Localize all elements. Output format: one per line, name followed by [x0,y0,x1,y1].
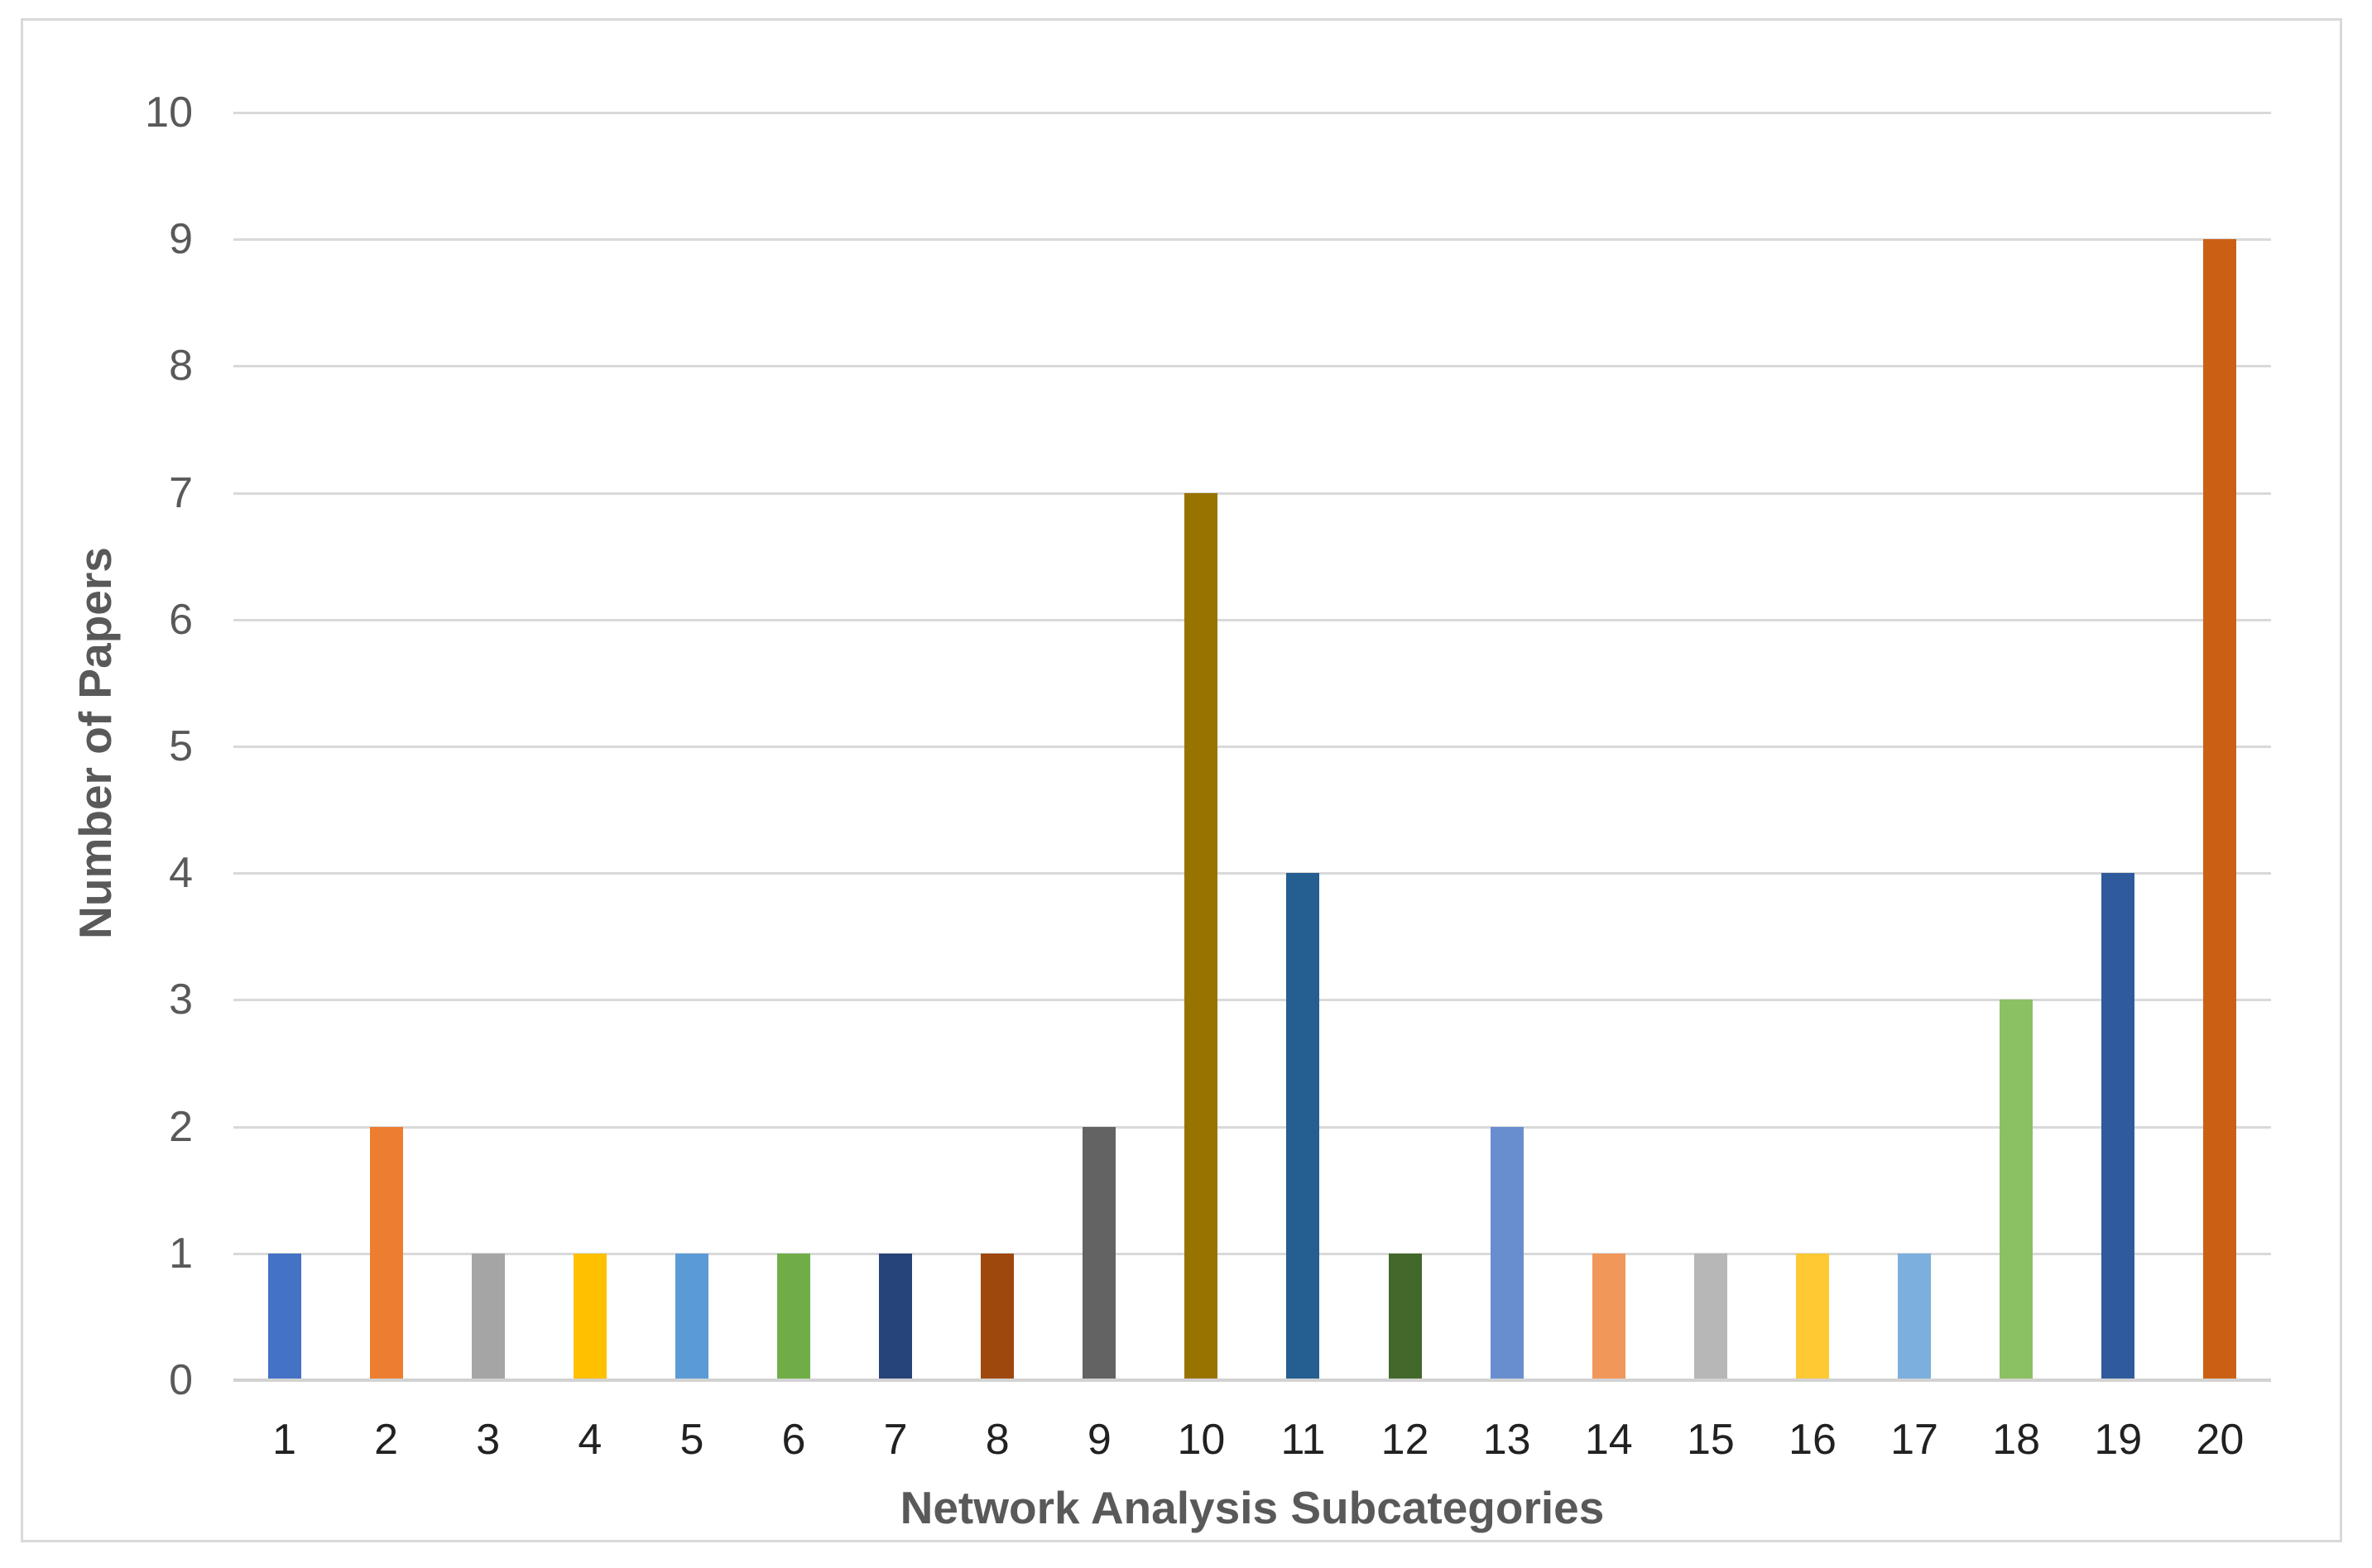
gridline-y8 [233,365,2271,368]
x-tick-label-4: 4 [578,1416,603,1464]
category-slot-7 [845,113,947,1380]
bar-7 [879,1253,913,1380]
category-slot-17 [1864,113,1966,1380]
x-tick-label-12: 12 [1380,1416,1429,1464]
x-tick-label-2: 2 [374,1416,399,1464]
category-slot-20 [2169,113,2271,1380]
y-tick-label-4: 4 [169,849,193,898]
gridline-y3 [233,999,2271,1002]
x-tick-label-5: 5 [679,1416,704,1464]
bar-2 [369,1126,403,1380]
bar-13 [1490,1126,1524,1380]
x-tick-label-15: 15 [1686,1416,1735,1464]
y-tick-label-0: 0 [169,1356,193,1404]
bar-17 [1898,1253,1932,1380]
x-tick-label-10: 10 [1177,1416,1226,1464]
bar-6 [777,1253,811,1380]
y-tick-label-2: 2 [169,1102,193,1151]
gridline-y5 [233,746,2271,748]
bar-19 [2101,873,2135,1380]
x-tick-label-8: 8 [985,1416,1010,1464]
gridline-y6 [233,618,2271,621]
x-axis-tick-labels: 1 2 3 4 5 6 7 8 9 10 11 12 13 14 15 16 17 18 19 20 [233,1417,2271,1463]
x-tick-label-19: 19 [2094,1416,2143,1464]
chart-frame [21,18,2342,1542]
x-tick-label-20: 20 [2196,1416,2245,1464]
x-tick-label-17: 17 [1890,1416,1938,1464]
x-tick-label-3: 3 [476,1416,501,1464]
bar-10 [1184,492,1218,1380]
bar-12 [1388,1253,1422,1380]
category-slot-3 [437,113,539,1380]
bar-15 [1693,1253,1727,1380]
category-slot-18 [1966,113,2067,1380]
plot-area [233,112,2271,1382]
x-tick-label-11: 11 [1280,1416,1326,1464]
bar-1 [267,1253,301,1380]
gridline-y2 [233,1125,2271,1129]
x-tick-label-13: 13 [1482,1416,1531,1464]
y-tick-label-6: 6 [169,595,193,644]
bar-20 [2203,239,2237,1380]
gridline-y4 [233,872,2271,875]
y-tick-label-9: 9 [169,215,193,264]
bar-5 [675,1253,708,1380]
y-tick-label-1: 1 [169,1229,193,1278]
bar-4 [573,1253,607,1380]
y-axis-title: Number of Papers [70,547,121,939]
category-slot-14 [1558,113,1659,1380]
bar-16 [1795,1253,1829,1380]
category-slot-8 [947,113,1049,1380]
y-tick-label-8: 8 [169,342,193,391]
x-tick-label-14: 14 [1584,1416,1633,1464]
bar-18 [2000,1000,2033,1380]
category-slot-1 [233,113,335,1380]
category-slot-15 [1659,113,1761,1380]
category-slot-5 [641,113,742,1380]
gridline-y7 [233,491,2271,495]
bar-9 [1083,1126,1116,1380]
category-slot-9 [1049,113,1150,1380]
category-slot-10 [1150,113,1252,1380]
y-tick-label-10: 10 [145,89,193,137]
bar-3 [471,1253,505,1380]
category-slot-4 [539,113,641,1380]
bar-11 [1286,873,1320,1380]
category-slot-19 [2067,113,2169,1380]
x-tick-label-16: 16 [1789,1416,1837,1464]
bar-14 [1592,1253,1625,1380]
x-tick-label-18: 18 [1992,1416,2041,1464]
category-slot-13 [1456,113,1558,1380]
x-axis-title: Network Analysis Subcategories [900,1482,1605,1533]
bar-series [233,113,2271,1380]
x-tick-label-6: 6 [781,1416,806,1464]
gridline-y1 [233,1252,2271,1255]
category-slot-6 [742,113,844,1380]
gridline-y10 [233,112,2271,114]
category-slot-12 [1354,113,1456,1380]
x-tick-label-9: 9 [1087,1416,1112,1464]
x-tick-label-1: 1 [272,1416,296,1464]
gridline-y9 [233,238,2271,242]
category-slot-16 [1761,113,1863,1380]
x-axis-line [233,1379,2271,1382]
bar-8 [981,1253,1015,1380]
y-tick-label-3: 3 [169,976,193,1024]
y-tick-label-5: 5 [169,722,193,770]
y-tick-label-7: 7 [169,468,193,517]
category-slot-2 [335,113,437,1380]
x-tick-label-7: 7 [883,1416,908,1464]
category-slot-11 [1252,113,1354,1380]
